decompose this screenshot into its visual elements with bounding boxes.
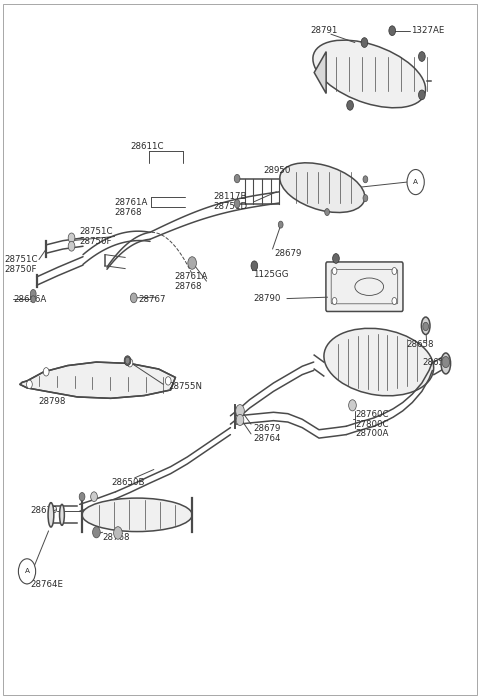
Circle shape (442, 356, 450, 368)
Circle shape (188, 257, 196, 269)
Circle shape (127, 359, 133, 367)
Circle shape (419, 52, 425, 62)
Circle shape (131, 293, 137, 303)
Text: 28611C: 28611C (130, 142, 163, 151)
Circle shape (348, 400, 356, 411)
Circle shape (361, 38, 368, 48)
Circle shape (68, 233, 75, 243)
Text: 28658: 28658 (423, 359, 450, 367)
Ellipse shape (324, 329, 433, 396)
Circle shape (347, 101, 353, 110)
Text: 28768: 28768 (174, 282, 202, 291)
Text: 28650B: 28650B (112, 478, 145, 487)
Text: 28679: 28679 (253, 424, 281, 433)
Circle shape (324, 208, 329, 215)
Polygon shape (20, 362, 175, 398)
Text: 1327AE: 1327AE (411, 26, 444, 35)
Circle shape (165, 377, 171, 385)
FancyBboxPatch shape (326, 262, 403, 312)
Ellipse shape (82, 498, 192, 531)
Ellipse shape (48, 503, 54, 527)
Text: 28768: 28768 (115, 208, 142, 217)
Circle shape (251, 261, 258, 271)
Circle shape (332, 268, 337, 275)
Circle shape (407, 170, 424, 194)
Circle shape (423, 322, 429, 331)
Ellipse shape (421, 317, 430, 335)
Circle shape (363, 175, 368, 182)
Text: 28764E: 28764E (30, 580, 63, 589)
Ellipse shape (60, 505, 64, 525)
Text: 28760C: 28760C (356, 410, 389, 419)
Circle shape (18, 559, 36, 584)
Text: 28768: 28768 (103, 533, 130, 542)
Text: 28950: 28950 (263, 166, 290, 175)
Circle shape (124, 356, 131, 366)
Ellipse shape (441, 353, 451, 374)
Text: 28761A: 28761A (174, 272, 208, 281)
Circle shape (236, 405, 244, 417)
Circle shape (26, 380, 32, 389)
Text: 28751D: 28751D (214, 202, 248, 211)
Circle shape (125, 357, 130, 364)
Circle shape (363, 194, 368, 201)
Text: 28750F: 28750F (80, 237, 112, 246)
Circle shape (68, 241, 75, 251)
Circle shape (43, 368, 49, 376)
Circle shape (234, 174, 240, 182)
Circle shape (392, 268, 397, 275)
Circle shape (332, 298, 337, 305)
Circle shape (79, 493, 85, 501)
Text: A: A (413, 179, 418, 185)
Text: 28658: 28658 (407, 340, 434, 349)
Text: 28751C: 28751C (4, 255, 38, 264)
Text: A: A (24, 568, 29, 575)
Text: 28117B: 28117B (214, 192, 247, 201)
Text: 27800C: 27800C (356, 419, 389, 428)
Text: 28750F: 28750F (4, 265, 37, 274)
Text: 28790: 28790 (253, 294, 281, 303)
Text: 28696A: 28696A (13, 295, 47, 304)
Text: 28751C: 28751C (80, 227, 113, 236)
Ellipse shape (313, 40, 426, 108)
Circle shape (234, 199, 240, 208)
Text: 28679: 28679 (275, 249, 302, 258)
Polygon shape (314, 52, 326, 94)
Circle shape (333, 254, 339, 264)
Circle shape (91, 492, 97, 502)
Text: 28791: 28791 (311, 26, 338, 35)
Circle shape (392, 298, 397, 305)
Text: 28679: 28679 (30, 506, 58, 515)
Text: 28761A: 28761A (115, 198, 148, 207)
Text: 28755N: 28755N (168, 382, 202, 391)
Circle shape (31, 296, 36, 303)
Text: 1125GG: 1125GG (253, 271, 289, 280)
Circle shape (419, 90, 425, 100)
Text: 28764: 28764 (253, 433, 281, 442)
Text: 28798: 28798 (38, 397, 65, 406)
Circle shape (278, 221, 283, 228)
Text: 28700A: 28700A (356, 429, 389, 438)
Circle shape (93, 526, 100, 538)
Circle shape (236, 415, 244, 426)
Circle shape (114, 526, 122, 539)
Circle shape (389, 26, 396, 36)
Text: 28767: 28767 (139, 295, 166, 304)
Ellipse shape (280, 163, 365, 212)
Circle shape (30, 289, 36, 298)
